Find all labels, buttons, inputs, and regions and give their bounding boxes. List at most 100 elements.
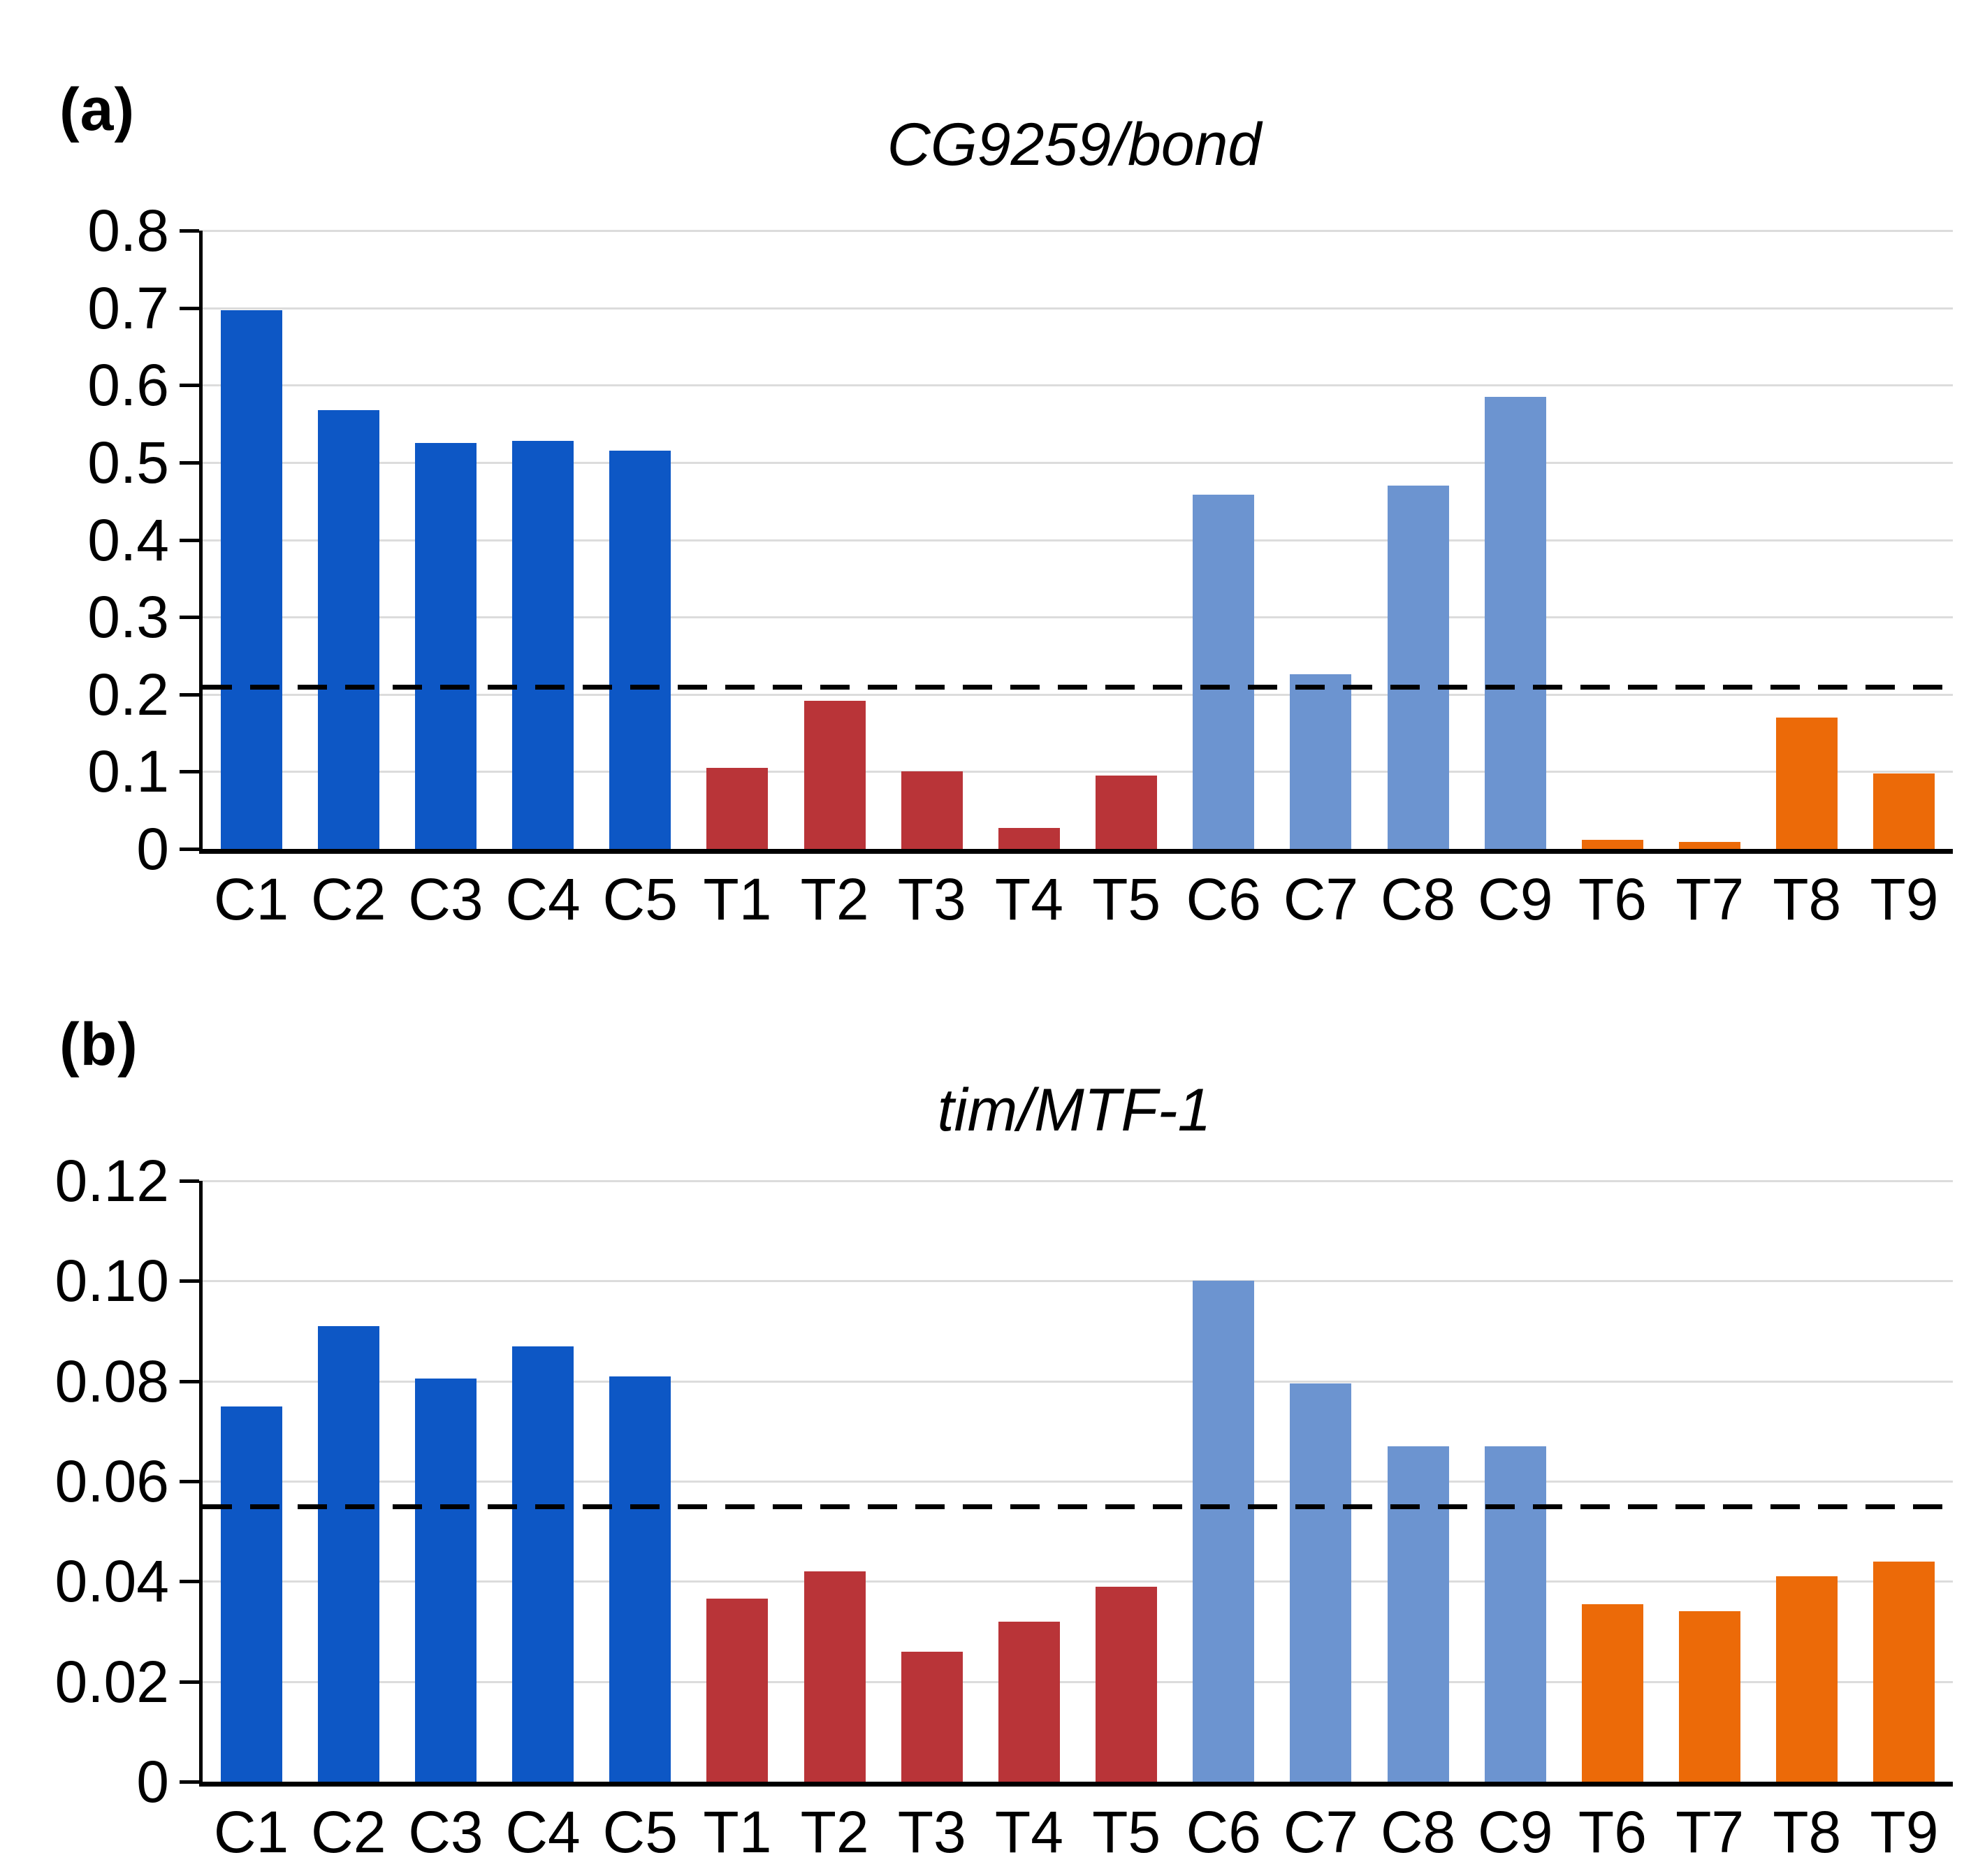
y-tick-label: 0.06: [54, 1448, 170, 1514]
y-axis-tick: [180, 1680, 199, 1684]
y-tick-label: 0.3: [87, 584, 169, 650]
y-tick-label: 0.4: [87, 507, 169, 573]
y-axis-tick: [180, 306, 199, 310]
x-category-label: C5: [602, 866, 678, 932]
x-category-label: C5: [602, 1799, 678, 1865]
x-category-label: C8: [1380, 866, 1456, 932]
gridline: [203, 1280, 1953, 1283]
bar-T6: [1581, 839, 1643, 849]
x-category-label: C6: [1186, 1799, 1261, 1865]
bar-T2: [803, 1571, 866, 1782]
x-category-label: C7: [1283, 1799, 1359, 1865]
bar-C1: [220, 1406, 282, 1782]
x-category-label: C1: [213, 866, 289, 932]
x-category-label: C9: [1478, 1799, 1553, 1865]
panel-a-title: CG9259/bond: [887, 111, 1262, 178]
bar-T6: [1581, 1604, 1643, 1782]
x-category-label: T8: [1773, 866, 1842, 932]
x-category-label: C8: [1380, 1799, 1456, 1865]
x-category-label: T3: [897, 866, 966, 932]
y-axis-tick: [180, 848, 199, 851]
gridline: [203, 1481, 1953, 1483]
x-category-label: T5: [1092, 866, 1161, 932]
gridline: [203, 1580, 1953, 1583]
gridline: [203, 1180, 1953, 1182]
x-category-label: T2: [800, 866, 869, 932]
y-tick-label: 0.8: [87, 198, 169, 263]
bar-C1: [220, 310, 282, 849]
y-tick-label: 0.1: [87, 739, 169, 805]
gridline: [203, 693, 1953, 696]
panel-a-label: (a): [59, 76, 136, 143]
bar-T7: [1679, 842, 1741, 849]
bar-C6: [1193, 1281, 1255, 1782]
bar-C3: [414, 443, 477, 849]
y-tick-label: 0.6: [87, 352, 169, 419]
bar-C6: [1193, 495, 1255, 849]
gridline: [203, 539, 1953, 541]
y-axis-tick: [180, 1179, 199, 1183]
bar-C5: [609, 451, 671, 849]
bar-T2: [803, 700, 866, 849]
panel-a: (a) CG9259/bond 0 0.1 0.2 0.3 0.4 0.5 0.6 0.7 0.…: [59, 76, 1953, 931]
x-category-label: C7: [1283, 866, 1359, 932]
y-axis-tick: [180, 1780, 199, 1784]
x-category-label: T5: [1092, 1799, 1161, 1865]
x-category-label: C1: [213, 1799, 289, 1865]
y-axis-tick: [180, 616, 199, 620]
panel-b-label: (b): [59, 1011, 138, 1078]
y-tick-label: 0.7: [87, 275, 169, 341]
bar-T8: [1776, 717, 1838, 849]
gridline: [203, 1380, 1953, 1383]
gridline: [203, 771, 1953, 773]
bar-T9: [1873, 1561, 1935, 1782]
bar-C7: [1290, 674, 1352, 849]
bar-C8: [1387, 486, 1449, 849]
bar-C4: [512, 440, 574, 849]
y-axis-tick: [180, 1379, 199, 1383]
x-category-label: C3: [408, 1799, 483, 1865]
y-axis-tick: [180, 1480, 199, 1483]
x-category-label: T9: [1870, 866, 1939, 932]
y-axis-tick: [180, 460, 199, 465]
bar-T9: [1873, 773, 1935, 849]
x-category-label: T9: [1870, 1799, 1939, 1865]
panel-b-title: tim/MTF-1: [937, 1077, 1212, 1144]
bar-T3: [901, 771, 963, 849]
x-category-label: C3: [408, 866, 483, 932]
bar-T8: [1776, 1576, 1838, 1782]
x-category-label: T6: [1578, 866, 1647, 932]
x-category-label: C6: [1186, 866, 1261, 932]
gridline: [203, 1680, 1953, 1683]
y-axis-tick: [180, 770, 199, 774]
bar-C4: [512, 1346, 574, 1782]
bar-C7: [1290, 1383, 1352, 1782]
gridline: [203, 616, 1953, 619]
x-category-label: T1: [703, 1799, 772, 1865]
gridline: [203, 384, 1953, 387]
x-category-label: C4: [505, 866, 581, 932]
threshold-dashed-line: [203, 684, 1953, 690]
y-axis-tick: [180, 1580, 199, 1584]
bar-T1: [706, 1599, 769, 1782]
gridline: [203, 461, 1953, 464]
y-tick-label: 0.12: [54, 1148, 170, 1214]
x-category-label: C9: [1478, 866, 1553, 932]
y-tick-label: 0.08: [54, 1348, 170, 1414]
y-axis-tick: [180, 384, 199, 388]
y-tick-label: 0.2: [87, 661, 169, 727]
x-category-label: T3: [897, 1799, 966, 1865]
gridline: [203, 307, 1953, 310]
plot-area: 0 0.02 0.04 0.06 0.08 0.10 0.12 C1 C2 C3 C4 C5 T1 T2 T…: [55, 1151, 1953, 1864]
y-axis-tick: [180, 538, 199, 542]
bar-C5: [609, 1376, 671, 1782]
bar-T5: [1096, 1586, 1158, 1782]
x-category-label: T4: [994, 1799, 1063, 1865]
x-category-label: C4: [505, 1799, 581, 1865]
x-category-label: T1: [703, 866, 772, 932]
plot-area: 0 0.1 0.2 0.3 0.4 0.5 0.6 0.7 0.8 C1 C2 C3 C4 C5 T1 T2 T…: [87, 201, 1953, 931]
x-category-label: T2: [800, 1799, 869, 1865]
x-category-label: T4: [994, 866, 1063, 932]
x-category-label: T6: [1578, 1799, 1647, 1865]
